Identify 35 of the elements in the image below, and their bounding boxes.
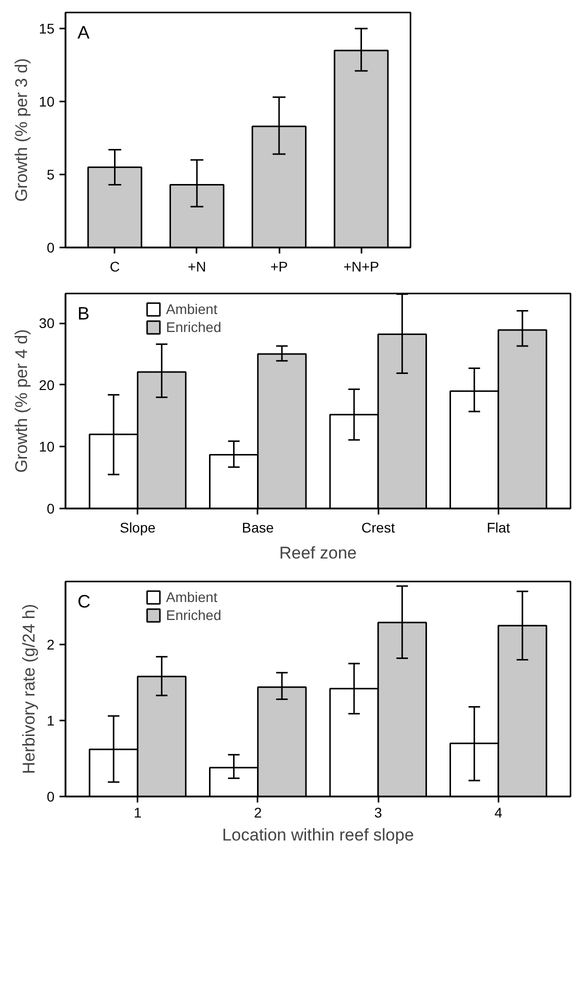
x-tick-label: +P [270,258,288,274]
y-tick-label: 0 [46,500,55,516]
y-tick-label: 0 [46,240,55,256]
y-tick-label: 10 [38,94,55,110]
x-axis-title: Reef zone [279,544,357,562]
x-tick-label: 3 [374,804,382,820]
x-axis-title: Location within reef slope [222,826,414,844]
y-axis-title: Growth (% per 4 d) [12,329,31,473]
x-tick-label: 1 [134,804,142,820]
x-tick-label: +N [188,258,206,274]
annotation: B [78,304,90,324]
legend-label: Enriched [166,607,222,623]
x-tick-label: Crest [361,520,395,536]
x-tick-label: Slope [120,520,156,536]
legend-label: Enriched [166,319,222,335]
x-tick-label: 2 [254,804,262,820]
x-tick-label: 4 [494,804,502,820]
y-tick-label: 1 [46,712,55,729]
annotation: C [78,592,90,612]
y-tick-label: 30 [38,315,55,332]
y-tick-label: 0 [46,788,55,804]
x-tick-label: Flat [486,520,510,536]
legend-label: Ambient [166,589,218,605]
y-tick-label: 5 [46,166,55,183]
y-tick-label: 2 [46,636,55,653]
x-tick-label: +N+P [343,258,380,274]
y-tick-label: 20 [38,376,55,393]
x-tick-label: C [110,258,120,274]
y-tick-label: 15 [38,20,55,37]
y-tick-label: 10 [38,438,55,455]
y-axis-title: Growth (% per 3 d) [12,58,31,202]
legend-label: Ambient [166,301,218,317]
y-axis-title: Herbivory rate (g/24 h) [20,604,39,774]
x-tick-label: Base [242,520,274,536]
annotation: A [78,22,90,42]
